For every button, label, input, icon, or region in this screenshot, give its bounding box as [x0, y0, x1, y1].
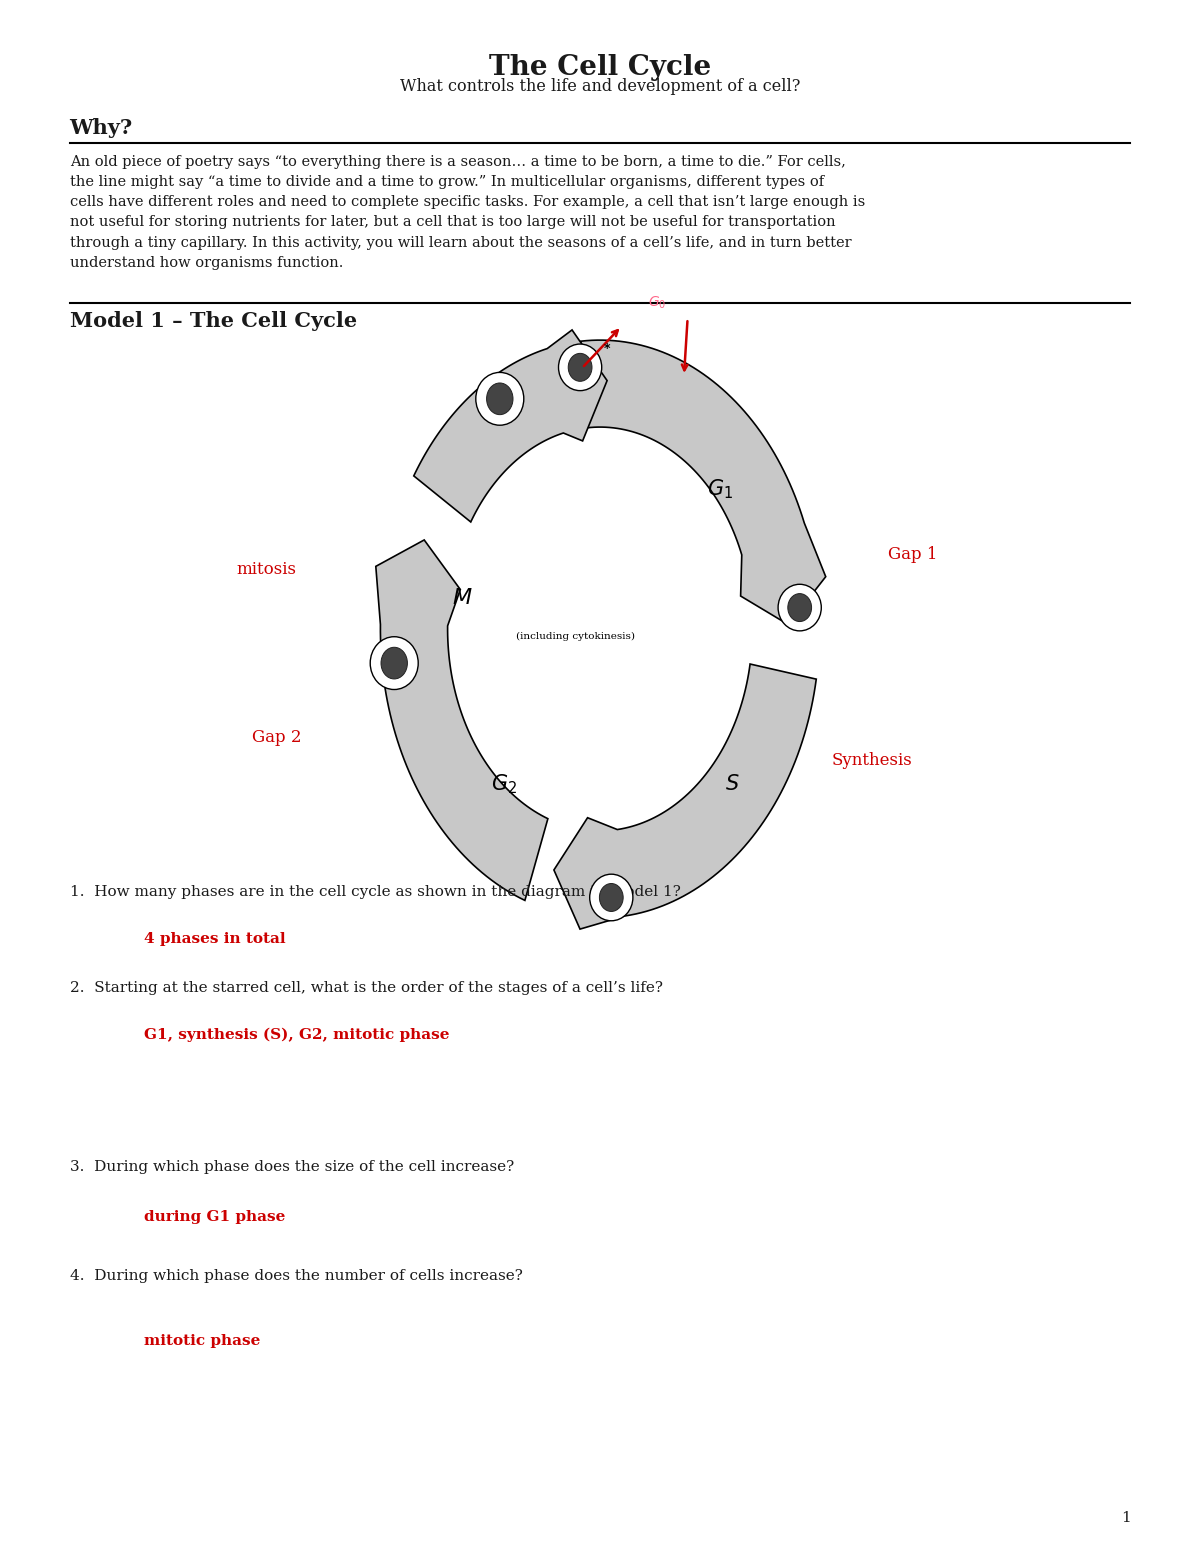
Text: mitosis: mitosis	[236, 562, 296, 578]
Polygon shape	[376, 540, 548, 901]
Text: $G_0$: $G_0$	[648, 295, 667, 311]
Text: The Cell Cycle: The Cell Cycle	[488, 54, 712, 81]
Text: $S$: $S$	[725, 775, 739, 794]
Text: 2.  Starting at the starred cell, what is the order of the stages of a cell’s li: 2. Starting at the starred cell, what is…	[70, 981, 662, 995]
Polygon shape	[581, 340, 826, 624]
Ellipse shape	[589, 874, 632, 921]
Text: $M$: $M$	[451, 587, 473, 609]
Text: Synthesis: Synthesis	[832, 753, 912, 769]
Text: 4 phases in total: 4 phases in total	[144, 932, 286, 946]
Text: What controls the life and development of a cell?: What controls the life and development o…	[400, 78, 800, 95]
Text: Gap 2: Gap 2	[252, 730, 301, 745]
Text: mitotic phase: mitotic phase	[144, 1334, 260, 1348]
Ellipse shape	[569, 354, 592, 382]
Ellipse shape	[371, 637, 419, 690]
Polygon shape	[414, 329, 607, 522]
Text: 4.  During which phase does the number of cells increase?: 4. During which phase does the number of…	[70, 1269, 522, 1283]
Text: Gap 1: Gap 1	[888, 547, 937, 562]
Text: An old piece of poetry says “to everything there is a season… a time to be born,: An old piece of poetry says “to everythi…	[70, 155, 865, 270]
Ellipse shape	[558, 345, 601, 391]
Text: (including cytokinesis): (including cytokinesis)	[516, 632, 636, 641]
Ellipse shape	[486, 384, 512, 415]
Ellipse shape	[600, 884, 623, 912]
Text: 3.  During which phase does the size of the cell increase?: 3. During which phase does the size of t…	[70, 1160, 514, 1174]
Ellipse shape	[778, 584, 821, 631]
Text: $G_2$: $G_2$	[491, 772, 517, 797]
Text: $G_1$: $G_1$	[707, 477, 733, 502]
Polygon shape	[554, 665, 816, 929]
Text: *: *	[604, 342, 610, 356]
Text: 1: 1	[1121, 1511, 1130, 1525]
Ellipse shape	[382, 648, 408, 679]
Text: G1, synthesis (S), G2, mitotic phase: G1, synthesis (S), G2, mitotic phase	[144, 1028, 450, 1042]
Text: during G1 phase: during G1 phase	[144, 1210, 286, 1224]
Text: 1.  How many phases are in the cell cycle as shown in the diagram in Model 1?: 1. How many phases are in the cell cycle…	[70, 885, 680, 899]
Text: Model 1 – The Cell Cycle: Model 1 – The Cell Cycle	[70, 311, 356, 331]
Ellipse shape	[475, 373, 523, 426]
Text: Why?: Why?	[70, 118, 133, 138]
Ellipse shape	[788, 593, 811, 621]
